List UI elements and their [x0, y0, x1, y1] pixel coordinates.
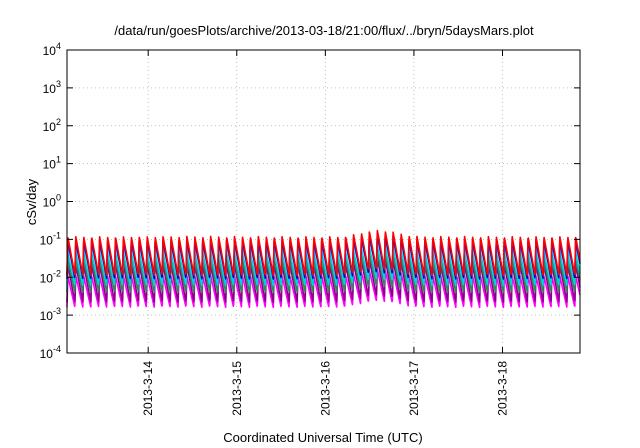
- y-tick-exponent: 0: [56, 193, 61, 203]
- x-tick-label: 2013-3-17: [407, 361, 421, 416]
- tick-layer: 10-410-310-210-11001011021031042013-3-14…: [40, 41, 580, 416]
- y-tick-label: 10-3: [40, 306, 61, 323]
- y-tick-label: 103: [43, 79, 61, 96]
- y-tick-exponent: -2: [53, 268, 61, 278]
- y-tick-exponent: 4: [56, 41, 61, 51]
- y-tick-base: 10: [40, 233, 54, 247]
- y-tick-base: 10: [40, 271, 54, 285]
- y-tick-exponent: -1: [53, 230, 61, 240]
- y-tick-base: 10: [40, 347, 54, 361]
- series-line: [66, 252, 581, 294]
- series-layer: [66, 229, 581, 309]
- y-tick-exponent: -4: [53, 344, 61, 354]
- y-tick-base: 10: [40, 309, 54, 323]
- y-tick-exponent: 1: [56, 155, 61, 165]
- chart-title: /data/run/goesPlots/archive/2013-03-18/2…: [114, 23, 534, 38]
- y-tick-label: 10-4: [40, 344, 61, 361]
- y-tick-exponent: 3: [56, 79, 61, 89]
- y-tick-label: 104: [43, 41, 61, 58]
- x-tick-label: 2013-3-14: [141, 361, 155, 416]
- y-tick-exponent: 2: [56, 117, 61, 127]
- x-tick-label: 2013-3-15: [230, 361, 244, 416]
- y-tick-exponent: -3: [53, 306, 61, 316]
- y-tick-base: 10: [43, 196, 57, 210]
- y-tick-label: 10-2: [40, 268, 61, 285]
- y-tick-label: 100: [43, 193, 61, 210]
- y-tick-base: 10: [43, 120, 57, 134]
- series-line: [66, 245, 581, 287]
- y-tick-label: 10-1: [40, 230, 61, 247]
- x-tick-label: 2013-3-18: [495, 361, 509, 416]
- y-axis-label: cSv/day: [24, 178, 39, 225]
- y-tick-base: 10: [43, 158, 57, 172]
- y-tick-base: 10: [43, 44, 57, 58]
- y-tick-label: 101: [43, 155, 61, 172]
- x-axis-label: Coordinated Universal Time (UTC): [223, 430, 422, 445]
- y-tick-base: 10: [43, 82, 57, 96]
- series-line: [66, 257, 581, 303]
- x-tick-label: 2013-3-16: [318, 361, 332, 416]
- y-tick-label: 102: [43, 117, 61, 134]
- series-line: [66, 268, 581, 309]
- series-line: [66, 229, 581, 277]
